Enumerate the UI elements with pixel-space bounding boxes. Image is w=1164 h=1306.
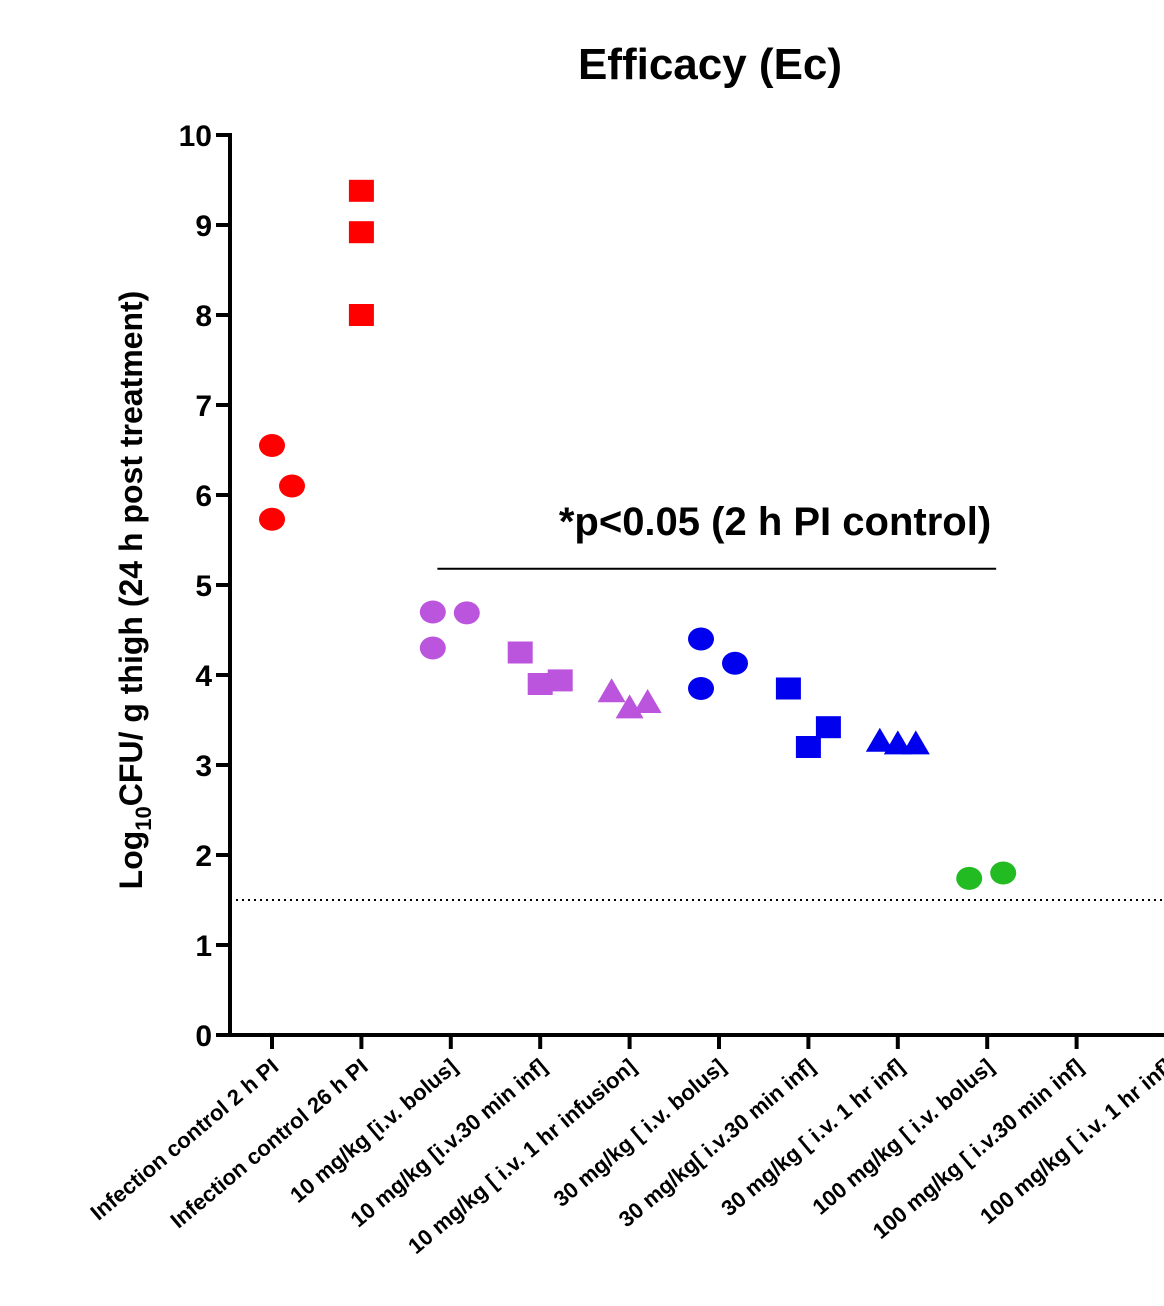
data-point-circle [688,677,714,700]
data-point-circle [688,627,714,651]
y-tick-label: 6 [195,480,212,513]
x-tick-label: 10 mg/kg [i.v. bolus] [285,1054,462,1208]
data-point-circle [419,600,446,624]
significance-annotation: *p<0.05 (2 h PI control) [437,500,997,570]
y-tick-label: 2 [195,840,212,873]
x-tick-label: 30 mg/kg [ i.v. bolus] [549,1054,731,1212]
y-tick-label: 9 [195,210,212,243]
y-axis-label-subscript: 10 [131,806,156,830]
y-tick-label: 4 [195,660,212,693]
data-point-triangle [865,727,894,752]
y-tick-label: 3 [195,750,212,783]
data-point-triangle [633,689,662,713]
data-point-circle [990,861,1017,885]
axes [228,133,1164,1037]
data-point-circle [419,636,446,660]
data-point-circle [259,434,285,457]
data-point-square [348,304,374,326]
data-point-square [527,673,553,695]
data-point-square [795,736,821,758]
y-tick-label: 8 [195,300,212,333]
data-point-circle [722,651,748,675]
data-point-square [547,669,573,692]
data-point-square [815,716,841,739]
data-point-square [775,677,801,700]
data-point-circle [453,601,480,625]
y-axis-label-rest: CFU/ g thigh (24 h post treatment) [113,291,149,807]
data-point-triangle [597,678,626,703]
data-point-square [507,641,533,664]
chart-title: Efficacy (Ec) [578,40,842,89]
significance-text: *p<0.05 (2 h PI control) [559,500,991,544]
data-point-square [348,179,374,202]
data-point-circle [279,474,305,498]
y-axis-label-main: Log [113,831,149,890]
y-tick-label: 0 [195,1020,212,1053]
y-tick-label: 7 [195,390,212,423]
data-point-triangle [901,730,930,755]
y-axis-ticks: 0 1 2 3 4 5 6 7 8 9 10 [179,120,230,1053]
data-points [259,179,1017,890]
y-tick-label: 1 [195,930,212,963]
y-tick-label: 10 [179,120,212,153]
data-point-square [348,221,374,244]
data-point-circle [259,507,285,531]
data-point-triangle [883,730,912,755]
data-point-circle [956,866,983,890]
y-axis-label: Log10CFU/ g thigh (24 h post treatment) [113,291,156,890]
y-tick-label: 5 [195,570,212,603]
